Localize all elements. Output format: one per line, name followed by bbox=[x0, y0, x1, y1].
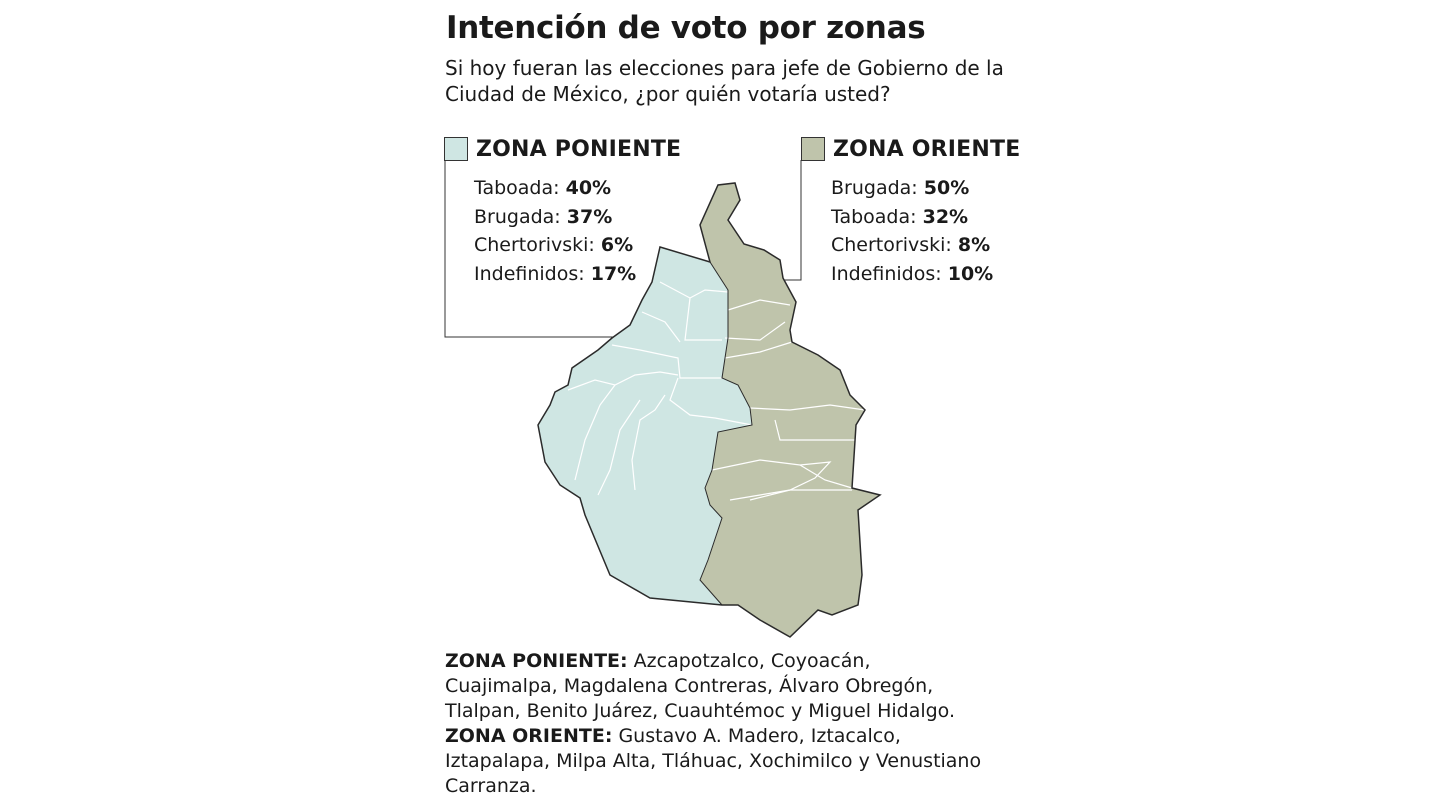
candidate-pct: 8% bbox=[957, 234, 991, 256]
borough-borders bbox=[567, 281, 866, 501]
zona-oriente-box: ZONA ORIENTE Brugada: 50% Taboada: 32% C… bbox=[801, 134, 1020, 288]
result-item: Taboada: 40% bbox=[474, 174, 681, 203]
poniente-callout-line bbox=[444, 158, 643, 338]
result-item: Taboada: 32% bbox=[831, 203, 1020, 232]
candidate-name: Indefinidos: bbox=[831, 262, 942, 285]
zona-poniente-header: ZONA PONIENTE bbox=[444, 134, 681, 164]
candidate-name: Brugada: bbox=[474, 205, 561, 228]
zona-oriente-title: ZONA ORIENTE bbox=[833, 136, 1021, 162]
legend-poniente-text: Azcapotzalco, Coyoacán, Cuajimalpa, Magd… bbox=[445, 650, 956, 722]
candidate-pct: 37% bbox=[566, 205, 613, 228]
candidate-name: Taboada: bbox=[474, 177, 560, 199]
zona-oriente-header: ZONA ORIENTE bbox=[801, 134, 1020, 164]
candidate-pct: 50% bbox=[923, 177, 970, 199]
candidate-pct: 10% bbox=[947, 262, 994, 285]
zona-poniente-swatch bbox=[444, 137, 468, 161]
legend-oriente-text: Gustavo A. Madero, Iztacalco, Iztapalapa… bbox=[445, 725, 982, 797]
zone-divider bbox=[699, 261, 753, 606]
candidate-pct: 17% bbox=[590, 262, 637, 285]
candidate-name: Indefinidos: bbox=[474, 262, 585, 285]
candidate-name: Chertorivski: bbox=[474, 234, 595, 256]
zona-poniente-results: Taboada: 40% Brugada: 37% Chertorivski: … bbox=[474, 174, 681, 288]
result-item: Chertorivski: 6% bbox=[474, 231, 681, 260]
candidate-name: Chertorivski: bbox=[831, 234, 952, 256]
zona-oriente-swatch bbox=[801, 137, 825, 161]
legend-oriente-label: ZONA ORIENTE: bbox=[445, 725, 613, 747]
zona-poniente-title: ZONA PONIENTE bbox=[476, 136, 682, 162]
map-title: Intención de voto por zonas bbox=[446, 10, 926, 46]
candidate-pct: 32% bbox=[922, 205, 969, 228]
result-item: Indefinidos: 10% bbox=[831, 260, 1020, 289]
map-subtitle: Si hoy fueran las elecciones para jefe d… bbox=[445, 56, 1004, 106]
result-item: Indefinidos: 17% bbox=[474, 260, 681, 289]
legend-poniente-label: ZONA PONIENTE: bbox=[445, 650, 628, 672]
zona-poniente-box: ZONA PONIENTE Taboada: 40% Brugada: 37% … bbox=[444, 134, 681, 288]
candidate-pct: 6% bbox=[600, 234, 634, 256]
result-item: Brugada: 50% bbox=[831, 174, 1020, 203]
candidate-name: Taboada: bbox=[831, 205, 917, 228]
cdmx-outline bbox=[537, 182, 882, 638]
legend-oriente: ZONA ORIENTE: Gustavo A. Madero, Iztacal… bbox=[445, 724, 985, 799]
result-item: Chertorivski: 8% bbox=[831, 231, 1020, 260]
zona-oriente-results: Brugada: 50% Taboada: 32% Chertorivski: … bbox=[831, 174, 1020, 288]
candidate-pct: 40% bbox=[565, 177, 612, 199]
candidate-name: Brugada: bbox=[831, 177, 918, 199]
result-item: Brugada: 37% bbox=[474, 203, 681, 232]
legend-poniente: ZONA PONIENTE: Azcapotzalco, Coyoacán, C… bbox=[445, 649, 985, 724]
zone-legend: ZONA PONIENTE: Azcapotzalco, Coyoacán, C… bbox=[445, 649, 985, 799]
zona-poniente-region bbox=[538, 247, 752, 605]
